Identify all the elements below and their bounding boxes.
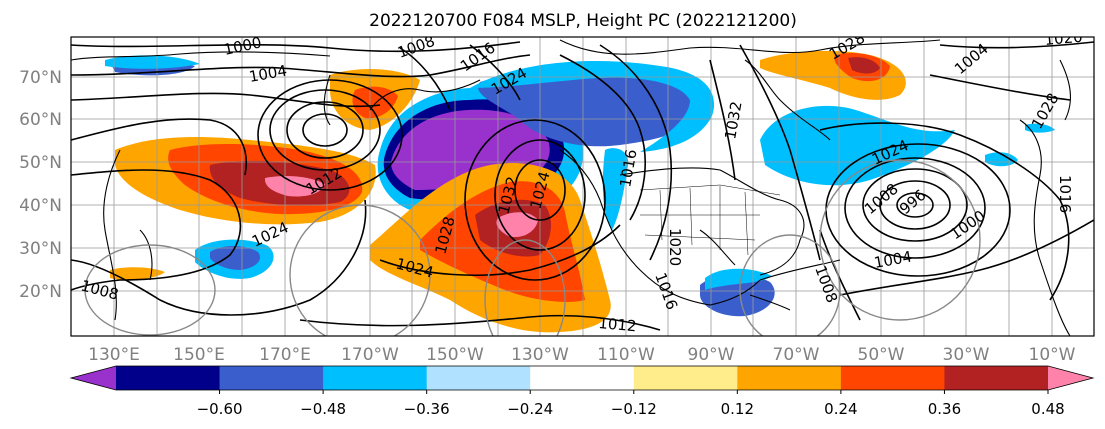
isobar-label: 1020 xyxy=(1044,28,1084,49)
colorbar-box xyxy=(116,366,221,390)
lon-label: 70°W xyxy=(773,345,820,365)
political-boundaries xyxy=(639,184,781,256)
positive-anomaly-west-pacific-pink xyxy=(264,176,325,197)
negative-anomaly-hudson-light xyxy=(760,105,955,186)
colorbar-box xyxy=(219,366,324,390)
colorbar-outline xyxy=(69,365,1095,391)
longitude-labels: 130°E 150°E 170°E 170°W 150°W 130°W 110°… xyxy=(88,345,1076,365)
map-frame xyxy=(70,36,1095,337)
colorbar-tick-label: −0.60 xyxy=(197,400,243,418)
negative-anomaly-bc-coast xyxy=(602,148,629,230)
height-anomaly-shading xyxy=(105,50,1055,333)
isobars xyxy=(71,41,1094,331)
negative-anomaly-arctic xyxy=(478,68,708,147)
lon-label: 110°W xyxy=(597,345,655,365)
lat-label: 40°N xyxy=(19,196,62,216)
lat-label: 50°N xyxy=(19,153,62,173)
negative-anomaly-pacific-sub-core xyxy=(210,246,260,270)
negative-anomaly-east-siberia-light xyxy=(105,55,200,69)
isobar-label: 1012 xyxy=(598,314,638,335)
colorbar: −0.60 −0.48 −0.36 −0.24 −0.12 0.12 0.24 0.36 0.4… xyxy=(69,365,1095,418)
graticule xyxy=(71,37,1094,336)
lat-label: 70°N xyxy=(19,68,62,88)
colorbar-tick-label: −0.12 xyxy=(611,400,657,418)
colorbar-box xyxy=(426,366,531,390)
lon-label: 10°W xyxy=(1029,345,1076,365)
colorbar-tick-label: 0.48 xyxy=(1031,400,1064,418)
positive-anomaly-greenland-darkred xyxy=(848,57,880,74)
lon-label: 130°W xyxy=(511,345,569,365)
lon-label: 150°W xyxy=(426,345,484,365)
lon-label: 130°E xyxy=(88,345,140,365)
negative-anomaly-scandinavia xyxy=(1025,123,1055,133)
colorbar-tick-label: 0.24 xyxy=(824,400,857,418)
negative-anomaly-europe-west xyxy=(985,152,1018,167)
positive-anomaly-northeast-pacific-pink xyxy=(496,212,538,238)
gray-contours xyxy=(84,159,981,336)
colorbar-ticks: −0.60 −0.48 −0.36 −0.24 −0.12 0.12 0.24 0.36 0.4… xyxy=(197,390,1065,418)
isobar-label: 1020 xyxy=(666,228,684,266)
lon-label: 170°W xyxy=(341,345,399,365)
colorbar-tick-label: 0.12 xyxy=(721,400,754,418)
lat-label: 60°N xyxy=(19,110,62,130)
isobar-label: 1016 xyxy=(1056,175,1074,213)
colorbar-tick-label: −0.36 xyxy=(404,400,450,418)
colorbar-box xyxy=(737,366,842,390)
negative-anomaly-caribbean-light xyxy=(705,268,772,290)
coastlines xyxy=(71,39,1071,336)
colorbar-extension-low xyxy=(71,366,116,390)
colorbar-segments xyxy=(71,366,1093,390)
lon-label: 30°W xyxy=(943,345,990,365)
colorbar-extension-high xyxy=(1048,366,1093,390)
colorbar-tick-label: 0.36 xyxy=(928,400,961,418)
colorbar-box xyxy=(633,366,738,390)
negative-anomaly-arctic-light xyxy=(470,60,715,152)
colorbar-tick-label: −0.48 xyxy=(300,400,346,418)
latitude-labels: 70°N 60°N 50°N 40°N 30°N 20°N xyxy=(19,68,62,302)
colorbar-tick-label: −0.24 xyxy=(507,400,553,418)
map-panel: 1000 1004 1008 1016 1024 1012 1024 1028 … xyxy=(71,28,1094,336)
figure-title: 2022120700 F084 MSLP, Height PC (2022121… xyxy=(369,11,797,31)
lat-label: 20°N xyxy=(19,282,62,302)
lon-label: 150°E xyxy=(173,345,225,365)
colorbar-box xyxy=(323,366,428,390)
colorbar-box xyxy=(840,366,945,390)
lat-label: 30°N xyxy=(19,239,62,259)
lon-label: 90°W xyxy=(688,345,735,365)
colorbar-box xyxy=(944,366,1049,390)
lon-label: 50°W xyxy=(858,345,905,365)
colorbar-box xyxy=(530,366,635,390)
lon-label: 170°E xyxy=(259,345,311,365)
positive-anomaly-baja xyxy=(499,298,560,328)
